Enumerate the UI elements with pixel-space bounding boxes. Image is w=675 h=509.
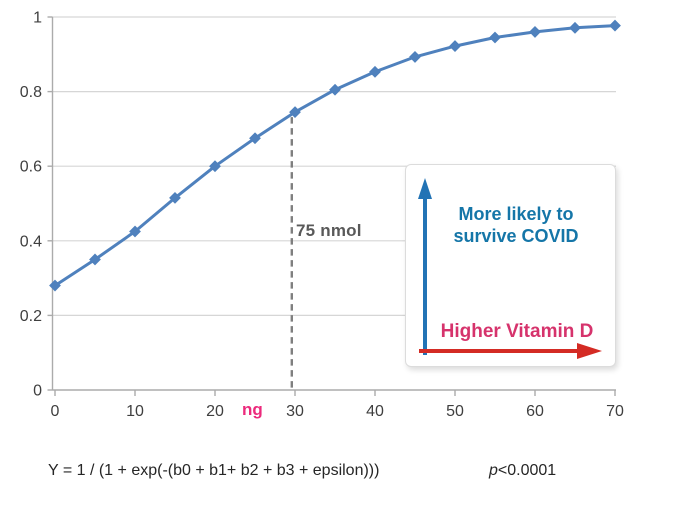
x-axis-unit-label: ng xyxy=(242,400,263,419)
regression-formula: Y = 1 / (1 + exp(-(b0 + b1+ b2 + b3 + ep… xyxy=(48,462,380,479)
y-tick-label: 0.6 xyxy=(20,159,42,176)
p-value-text: <0.0001 xyxy=(497,462,557,479)
data-point-marker xyxy=(49,279,61,292)
data-point-marker xyxy=(529,26,541,38)
y-tick-label: 0.4 xyxy=(20,233,42,250)
data-point-marker xyxy=(369,65,381,78)
x-tick-label: 50 xyxy=(446,403,464,420)
data-point-marker xyxy=(249,132,261,145)
annotation-box: More likely to survive COVID Higher Vita… xyxy=(405,164,616,367)
x-tick-label: 70 xyxy=(606,403,624,420)
data-point-marker xyxy=(289,106,301,119)
x-tick-label: 40 xyxy=(366,403,384,420)
data-point-marker xyxy=(569,21,581,34)
annotation-right-label: Higher Vitamin D xyxy=(440,321,594,342)
data-point-marker xyxy=(609,19,621,32)
reference-line-label: 75 nmol xyxy=(296,221,362,240)
annotation-up-label: More likely to survive COVID xyxy=(453,204,579,246)
data-point-marker xyxy=(209,160,221,173)
y-tick-label: 0 xyxy=(33,383,42,400)
x-tick-label: 30 xyxy=(286,403,304,420)
data-point-marker xyxy=(129,225,141,238)
data-point-marker xyxy=(169,191,181,204)
p-symbol: p xyxy=(489,462,498,479)
y-tick-label: 0.2 xyxy=(20,308,42,325)
data-point-marker xyxy=(449,40,461,53)
annotation-arrows xyxy=(418,178,602,359)
data-point-marker xyxy=(489,31,501,44)
x-tick-label: 10 xyxy=(126,403,144,420)
y-tick-label: 0.8 xyxy=(20,84,42,101)
data-point-marker xyxy=(409,51,421,63)
data-point-marker xyxy=(329,83,341,96)
y-tick-label: 1 xyxy=(33,10,42,27)
right-arrow-icon xyxy=(419,343,602,359)
p-value: p<0.0001 xyxy=(489,462,556,480)
data-point-marker xyxy=(89,253,101,266)
x-tick-label: 60 xyxy=(526,403,544,420)
x-tick-label: 20 xyxy=(206,403,224,420)
up-arrow-icon xyxy=(418,178,432,355)
x-tick-label: 0 xyxy=(51,403,60,420)
